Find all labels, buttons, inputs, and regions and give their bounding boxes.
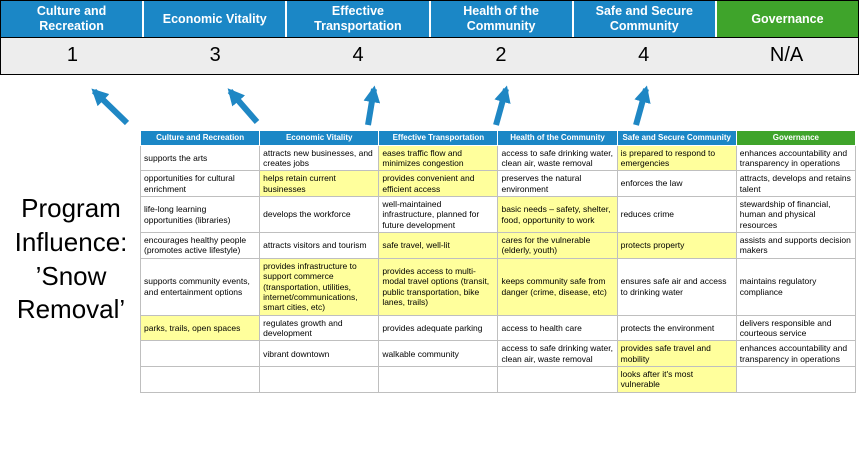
matrix-cell: encourages healthy people (promotes acti… <box>139 232 261 259</box>
matrix-cell: attracts, develops and retains talent <box>735 170 857 198</box>
matrix-cell: helps retain current businesses <box>259 170 380 198</box>
influence-arrow-icon <box>91 88 130 126</box>
summary-header-4: Safe and Secure Community <box>573 1 715 37</box>
summary-score-3: 2 <box>495 44 507 66</box>
matrix-header-row: Culture and Recreation Economic Vitality E… <box>139 130 857 146</box>
matrix-header-1: Economic Vitality <box>259 130 380 146</box>
matrix-header-5: Governance <box>735 130 857 146</box>
matrix-cell: provides access to multi-modal travel op… <box>378 257 499 316</box>
matrix-cell: looks after it's most vulnerable <box>616 366 737 393</box>
matrix-cell: life-long learning opportunities (librar… <box>139 196 261 234</box>
matrix-cell: access to safe drinking water, clean air… <box>497 144 618 172</box>
matrix-cell: access to safe drinking water, clean air… <box>497 340 618 368</box>
matrix-cell: vibrant downtown <box>259 340 380 368</box>
matrix-cell: supports the arts <box>139 144 261 172</box>
matrix-cell <box>139 340 261 368</box>
table-row: life-long learning opportunities (librar… <box>139 196 857 234</box>
matrix-cell: eases traffic flow and minimizes congest… <box>378 144 499 172</box>
table-row: vibrant downtown walkable community access… <box>139 340 857 368</box>
matrix-cell: safe travel, well-lit <box>378 232 499 259</box>
matrix-cell <box>259 366 380 393</box>
matrix-cell: parks, trails, open spaces <box>139 314 261 342</box>
table-row: encourages healthy people (promotes acti… <box>139 232 857 259</box>
matrix-cell <box>735 366 857 393</box>
summary-header-2: Effective Transportation <box>287 1 429 37</box>
matrix-cell: preserves the natural environment <box>497 170 618 198</box>
summary-header-5: Governance <box>716 1 859 37</box>
summary-score-5: N/A <box>769 44 804 66</box>
matrix-body: supports the arts attracts new businesses… <box>139 144 857 393</box>
matrix-cell: provides convenient and efficient access <box>378 170 499 198</box>
matrix-cell <box>139 366 261 393</box>
matrix-cell: develops the workforce <box>259 196 380 234</box>
table-row: looks after it's most vulnerable <box>139 366 857 393</box>
matrix-header-4: Safe and Secure Community <box>616 130 737 146</box>
matrix-cell: provides infrastructure to support comme… <box>259 257 380 316</box>
page-title: Program Influence: ’Snow Removal’ <box>14 193 128 325</box>
matrix-cell <box>497 366 618 393</box>
influence-arrow-icon <box>493 85 511 126</box>
matrix-cell: maintains regulatory compliance <box>735 257 857 316</box>
table-row: parks, trails, open spaces regulates grow… <box>139 314 857 342</box>
matrix-cell: attracts visitors and tourism <box>259 232 380 259</box>
matrix-cell <box>378 366 499 393</box>
summary-score-0: 1 <box>66 44 78 66</box>
matrix-cell: well-maintained infrastructure, planned … <box>378 196 499 234</box>
matrix-cell: enforces the law <box>616 170 737 198</box>
matrix-cell: regulates growth and development <box>259 314 380 342</box>
matrix-header-2: Effective Transportation <box>378 130 499 146</box>
matrix-cell: enhances accountability and transparency… <box>735 144 857 172</box>
matrix-cell: is prepared to respond to emergencies <box>616 144 737 172</box>
influence-arrow-icon <box>363 85 381 126</box>
summary-header-0: Culture and Recreation <box>1 1 143 37</box>
table-row: opportunities for cultural enrichment hel… <box>139 170 857 198</box>
table-row: supports the arts attracts new businesses… <box>139 144 857 172</box>
influence-arrow-icon <box>227 88 260 124</box>
matrix-cell: cares for the vulnerable (elderly, youth… <box>497 232 618 259</box>
matrix-cell: enhances accountability and transparency… <box>735 340 857 368</box>
summary-header-1: Economic Vitality <box>144 1 286 37</box>
influence-arrow-icon <box>633 85 651 126</box>
matrix-cell: reduces crime <box>616 196 737 234</box>
summary-score-row: 1 3 4 2 4 N/A <box>1 37 858 74</box>
matrix-cell: ensures safe air and access to drinking … <box>616 257 737 316</box>
matrix-cell: protects property <box>616 232 737 259</box>
summary-table: Culture and Recreation Economic Vitality E… <box>0 0 859 75</box>
matrix-cell: attracts new businesses, and creates job… <box>259 144 380 172</box>
matrix-cell: basic needs – safety, shelter, food, opp… <box>497 196 618 234</box>
summary-score-2: 4 <box>352 44 364 66</box>
matrix-cell: opportunities for cultural enrichment <box>139 170 261 198</box>
summary-score-1: 3 <box>209 44 221 66</box>
matrix-cell: protects the environment <box>616 314 737 342</box>
influence-matrix: Culture and Recreation Economic Vitality E… <box>139 130 857 393</box>
arrows-layer <box>91 85 651 126</box>
matrix-cell: walkable community <box>378 340 499 368</box>
table-row: supports community events, and entertain… <box>139 257 857 316</box>
matrix-cell: supports community events, and entertain… <box>139 257 261 316</box>
matrix-cell: provides adequate parking <box>378 314 499 342</box>
matrix-cell: access to health care <box>497 314 618 342</box>
summary-score-4: 4 <box>638 44 650 66</box>
matrix-cell: delivers responsible and courteous servi… <box>735 314 857 342</box>
matrix-header-0: Culture and Recreation <box>139 130 261 146</box>
matrix-cell: keeps community safe from danger (crime,… <box>497 257 618 316</box>
matrix-cell: stewardship of financial, human and phys… <box>735 196 857 234</box>
matrix-header-3: Health of the Community <box>497 130 618 146</box>
summary-header-row: Culture and Recreation Economic Vitality E… <box>1 1 859 37</box>
matrix-cell: provides safe travel and mobility <box>616 340 737 368</box>
matrix-cell: assists and supports decision makers <box>735 232 857 259</box>
summary-header-3: Health of the Community <box>430 1 572 37</box>
